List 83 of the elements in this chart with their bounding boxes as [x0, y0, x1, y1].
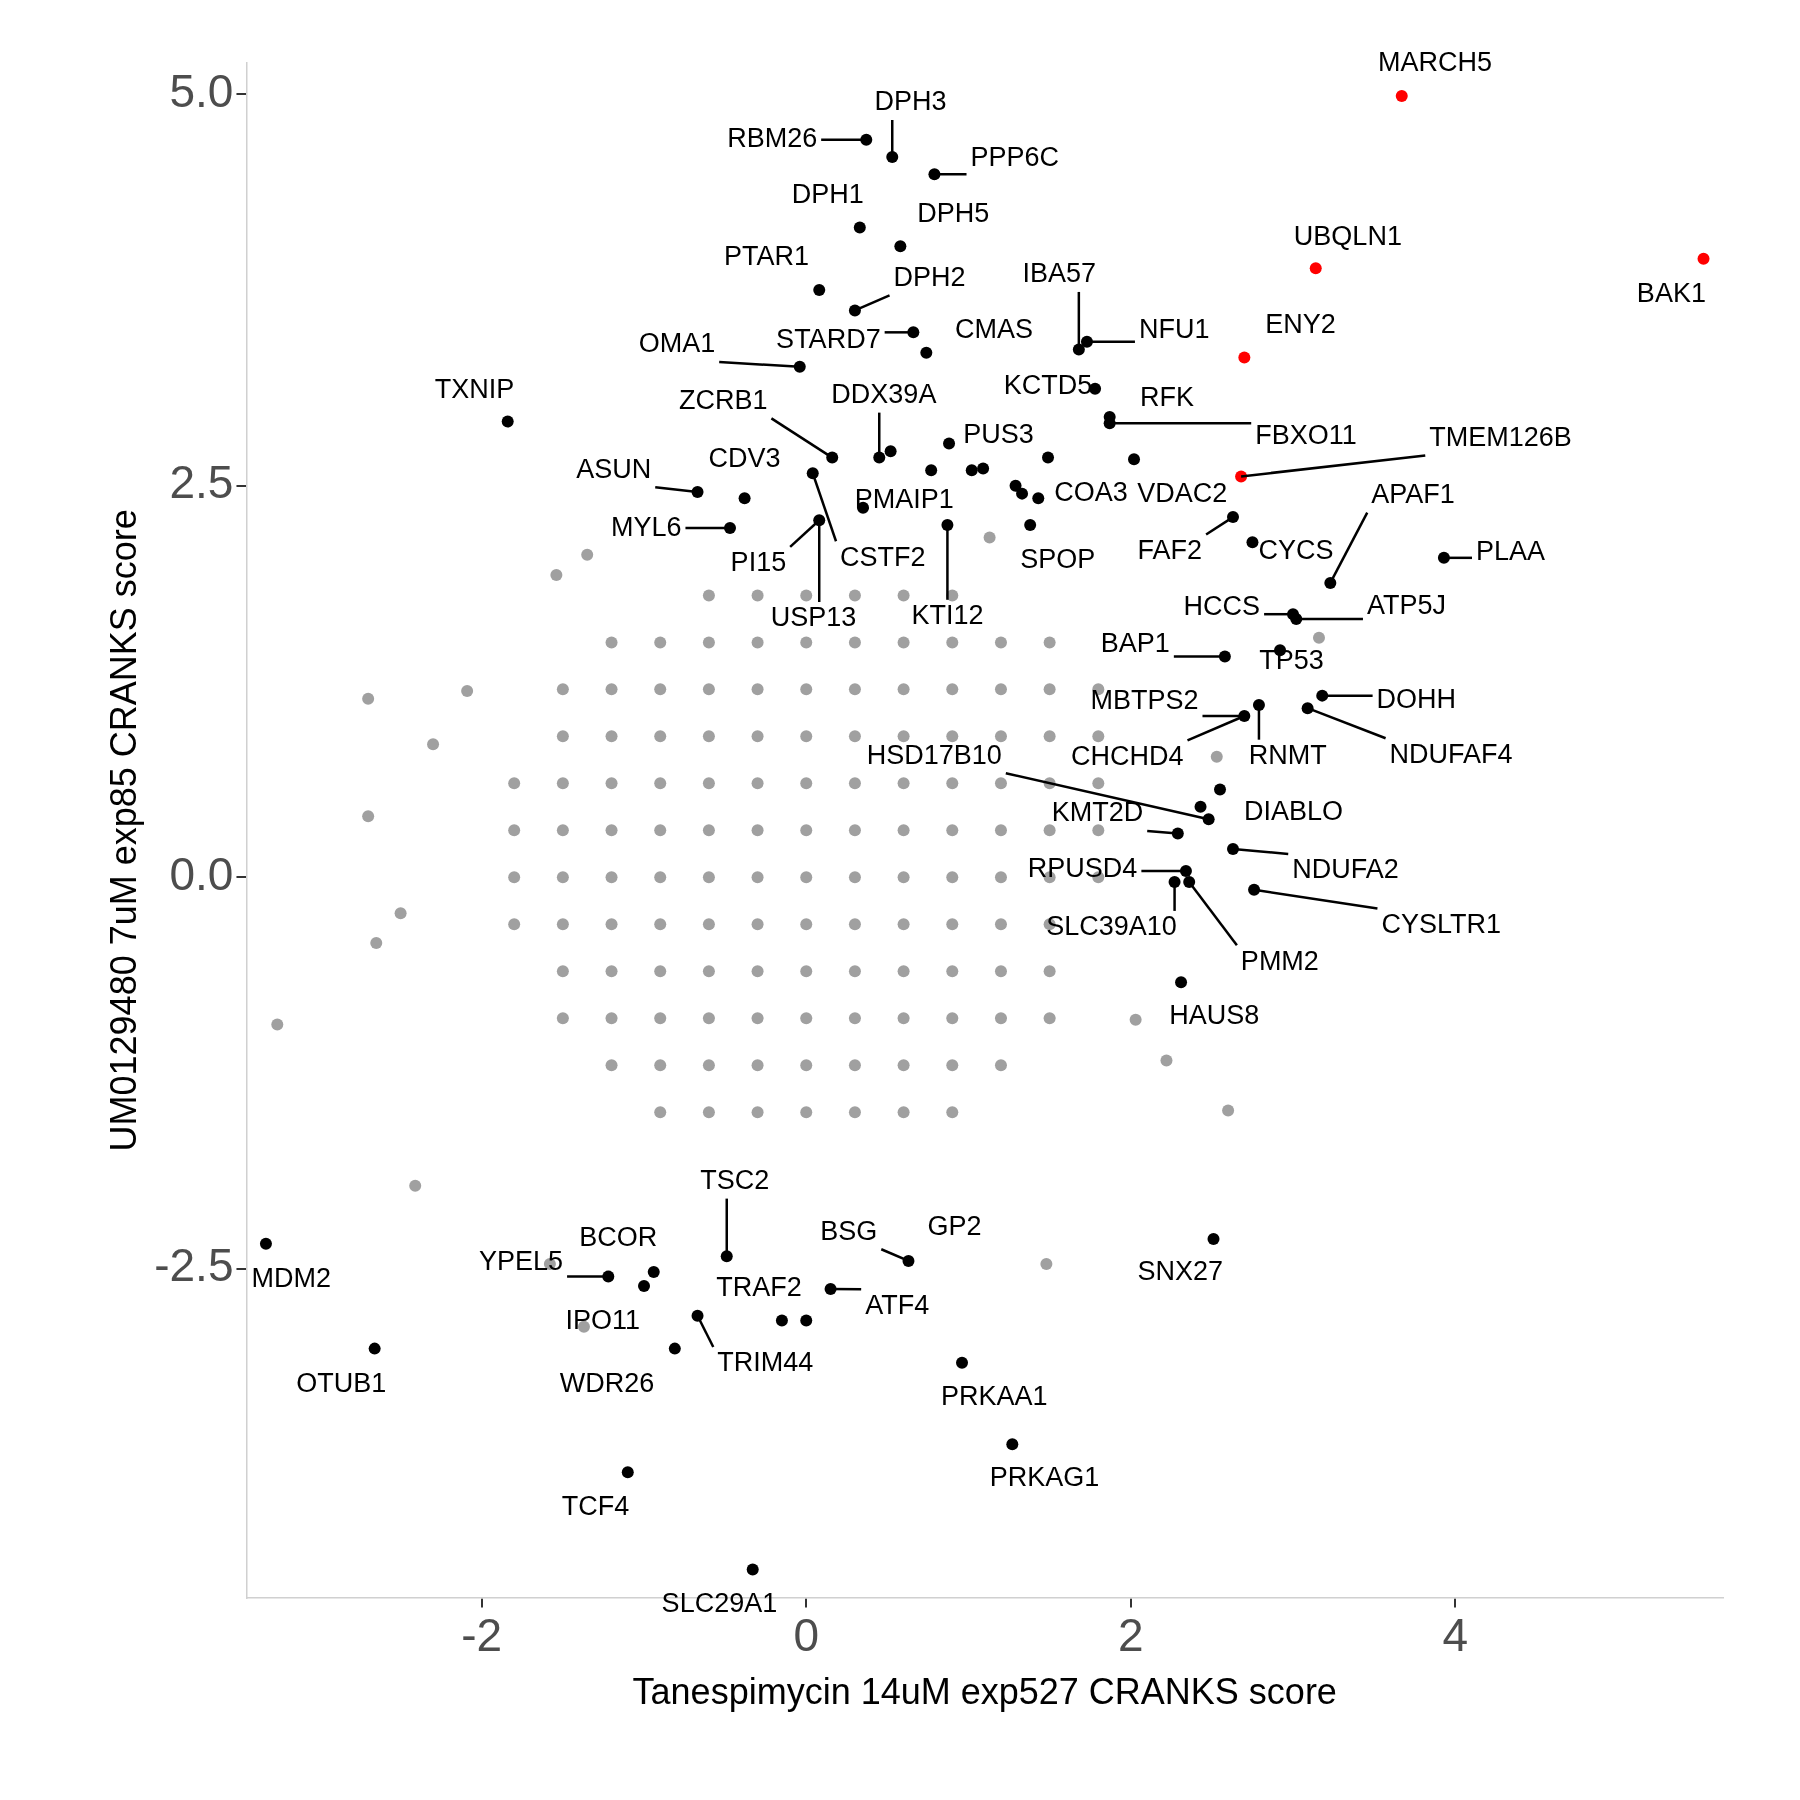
annotation: HAUS8 [1169, 1000, 1260, 1031]
annotation: OTUB1 [296, 1367, 387, 1398]
annotation: SLC29A1 [661, 1588, 778, 1619]
annotation: APAF1 [1371, 479, 1455, 510]
annotation: STARD7 [776, 323, 881, 354]
annotation: USP13 [770, 602, 857, 633]
annotation: DIABLO [1243, 796, 1343, 826]
annotation: FBXO11 [1255, 420, 1357, 451]
annotation: CHCHD4 [1070, 740, 1184, 771]
annotation: ZCRB1 [678, 384, 768, 415]
annotation: SNX27 [1137, 1255, 1223, 1286]
annotation: TRAF2 [716, 1271, 802, 1302]
y-axis-title: UM0129480 7uM exp85 CRANKS score [102, 509, 144, 1152]
annotation: BAP1 [1100, 628, 1170, 659]
annotation: BCOR [579, 1222, 658, 1253]
annotation: SPOP [1020, 543, 1096, 574]
annotation: KMT2D [1051, 797, 1144, 828]
annotation: NFU1 [1138, 313, 1210, 344]
annotation: HCCS [1183, 590, 1261, 621]
annotation: PRKAG1 [989, 1462, 1100, 1493]
annotation: MDM2 [251, 1262, 331, 1293]
annotation: ATP5J [1366, 589, 1446, 620]
annotation: PTAR1 [723, 241, 809, 272]
x-axis-title: Tanespimycin 14uM exp527 CRANKS score [632, 1671, 1337, 1713]
annotation: ENY2 [1265, 308, 1336, 339]
annotation: DDX39A [831, 379, 937, 410]
annotation: HSD17B10 [866, 739, 1002, 770]
annotation: IBA57 [1022, 258, 1097, 289]
annotation: IPO11 [565, 1305, 640, 1336]
annotation: ASUN [576, 453, 652, 484]
annotation: TCF4 [561, 1491, 630, 1522]
annotation: VDAC2 [1137, 478, 1228, 509]
annotation: TSC2 [700, 1165, 770, 1196]
annotation: PI15 [730, 547, 787, 578]
x-tick-label: 2 [1117, 1608, 1144, 1661]
annotation: ATF4 [865, 1289, 930, 1320]
annotation: YPEL5 [479, 1246, 564, 1277]
y-tick-label: 5.0 [169, 65, 234, 118]
annotation: NDUFA2 [1292, 854, 1399, 885]
annotation: CDV3 [708, 442, 781, 473]
annotation: DPH1 [791, 178, 864, 209]
annotation: PLAA [1475, 535, 1546, 566]
annotation: MARCH5 [1378, 47, 1493, 78]
annotation: COA3 [1054, 477, 1128, 508]
y-tick-label: 0.0 [169, 847, 234, 900]
annotation: DOHH [1376, 683, 1457, 714]
annotation: BSG [820, 1215, 878, 1246]
annotation: RPUSD4 [1027, 853, 1138, 884]
annotation: SLC39A10 [1046, 911, 1177, 942]
annotation: RFK [1140, 381, 1195, 412]
annotation: PPP6C [970, 141, 1060, 172]
annotation: TRIM44 [717, 1347, 814, 1378]
annotation: NDUFAF4 [1389, 738, 1513, 769]
annotation: RNMT [1248, 740, 1327, 771]
annotation: GP2 [927, 1211, 982, 1242]
annotation: DPH3 [874, 86, 947, 117]
annotation: KTI12 [911, 600, 984, 631]
annotation: WDR26 [559, 1367, 655, 1398]
y-tick-label: -2.5 [154, 1239, 234, 1292]
annotation: TXNIP [434, 374, 515, 405]
annotation: KCTD5 [1003, 369, 1093, 400]
x-tick-label: -2 [461, 1608, 503, 1661]
annotation: FAF2 [1137, 535, 1203, 566]
annotation: CMAS [955, 314, 1034, 345]
annotation: DPH2 [893, 261, 966, 292]
annotation: MBTPS2 [1090, 684, 1199, 715]
annotation: UBQLN1 [1293, 220, 1402, 251]
annotation: OMA1 [638, 328, 716, 359]
x-tick-label: 0 [793, 1608, 820, 1661]
annotation: PRKAA1 [940, 1380, 1048, 1411]
annotation: CYCS [1258, 534, 1334, 565]
annotation: CSTF2 [840, 541, 926, 572]
annotation: PUS3 [963, 418, 1034, 449]
annotation: BAK1 [1636, 277, 1706, 308]
annotation: PMAIP1 [854, 484, 954, 515]
annotation: CYSLTR1 [1381, 908, 1501, 939]
annotation: PMM2 [1240, 945, 1319, 976]
y-tick-label: 2.5 [169, 456, 234, 509]
x-tick-label: 4 [1442, 1608, 1469, 1661]
annotation: DPH5 [917, 197, 990, 228]
annotation: RBM26 [727, 123, 818, 154]
annotation: TMEM126B [1429, 421, 1572, 452]
annotation: MYL6 [610, 511, 682, 542]
